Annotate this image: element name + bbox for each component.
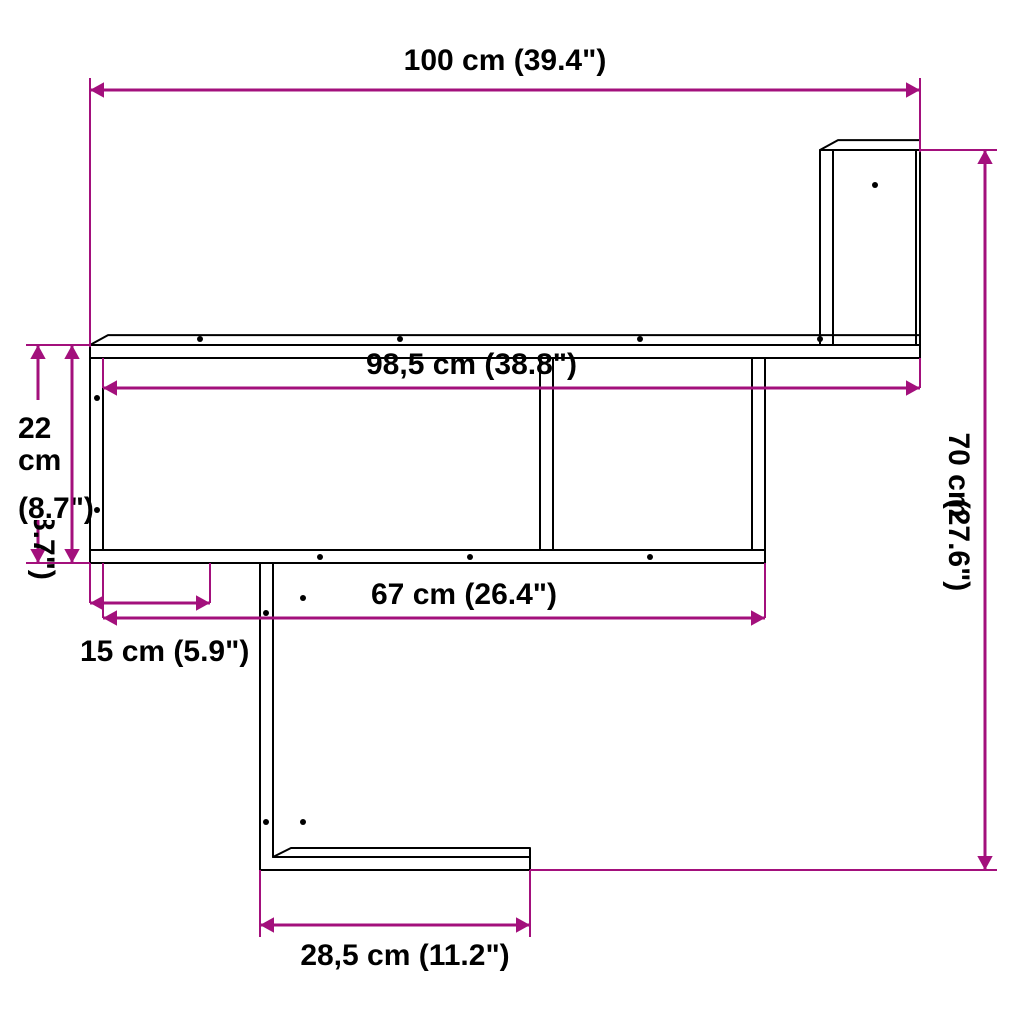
svg-text:cm: cm [18, 444, 61, 477]
svg-text:15 cm (5.9"): 15 cm (5.9") [80, 635, 249, 668]
svg-text:28,5 cm (11.2"): 28,5 cm (11.2") [300, 939, 509, 972]
svg-text:98,5 cm (38.8"): 98,5 cm (38.8") [366, 348, 577, 381]
svg-text:67 cm (26.4"): 67 cm (26.4") [371, 578, 557, 611]
svg-text:(8.7"): (8.7") [18, 492, 94, 525]
svg-text:22: 22 [18, 412, 51, 445]
svg-text:100 cm (39.4"): 100 cm (39.4") [404, 44, 607, 77]
svg-text:(27.6"): (27.6") [942, 499, 975, 592]
